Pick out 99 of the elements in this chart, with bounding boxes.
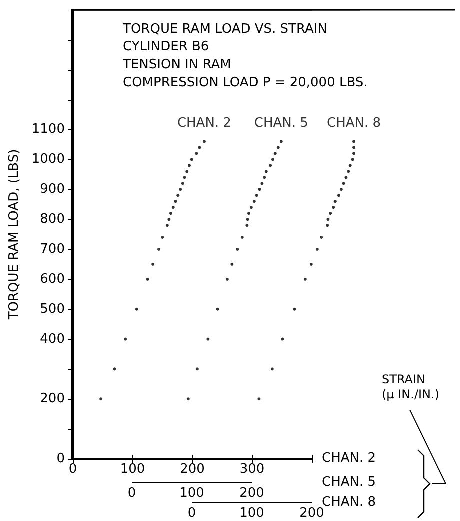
- point: [188, 164, 192, 168]
- point: [179, 188, 182, 192]
- point: [183, 176, 186, 180]
- x-axis-title: CHAN. 5: [322, 475, 376, 490]
- point: [269, 164, 272, 168]
- point: [135, 308, 138, 311]
- point: [258, 398, 261, 401]
- point: [255, 194, 258, 198]
- point: [230, 262, 234, 266]
- point: [258, 188, 262, 192]
- point: [332, 206, 336, 210]
- point: [198, 146, 202, 150]
- point: [326, 224, 330, 228]
- point: [246, 218, 250, 222]
- point: [342, 182, 346, 186]
- point: [344, 176, 348, 180]
- point: [246, 224, 249, 228]
- text: CYLINDER B6 TENSION IN RAM COMPRESSION LOAD P = 20,000 LBS.: [122, 40, 368, 90]
- point: [347, 170, 350, 174]
- x-tick-label: 100: [180, 486, 204, 501]
- x-tick-label: 100: [240, 506, 264, 521]
- point: [202, 140, 206, 144]
- point: [124, 338, 128, 341]
- y-tick-label: 800: [40, 212, 65, 228]
- point: [293, 308, 296, 311]
- point: [196, 368, 199, 371]
- point: [174, 200, 178, 204]
- point: [146, 278, 150, 281]
- y-tick-label: 900: [40, 182, 65, 198]
- x-tick-label: 200: [240, 486, 264, 501]
- point: [338, 194, 340, 198]
- x-axis-title: CHAN. 8: [322, 495, 376, 510]
- point: [168, 218, 171, 222]
- point: [340, 188, 343, 192]
- x-tick-label: 300: [240, 462, 265, 477]
- point: [152, 262, 155, 266]
- point: [195, 152, 198, 156]
- x-tick-label: 200: [300, 506, 324, 521]
- y-tick-label: 500: [40, 302, 65, 317]
- x-tick-label: 200: [180, 462, 205, 477]
- x-tick-label: 0: [128, 486, 136, 501]
- point: [169, 212, 172, 216]
- point: [310, 262, 313, 266]
- point: [263, 176, 266, 180]
- point: [280, 140, 283, 144]
- point: [226, 278, 229, 281]
- point: [113, 368, 116, 371]
- point: [186, 398, 190, 401]
- point: [158, 248, 161, 251]
- x-tick-label: 100: [120, 462, 146, 477]
- point: [276, 146, 280, 150]
- point: [352, 152, 356, 156]
- point: [264, 170, 268, 174]
- point: [281, 338, 284, 341]
- point: [260, 182, 264, 186]
- y-tick-label: 1000: [32, 152, 65, 168]
- point: [181, 182, 184, 186]
- text: TORQUE RAM LOAD VS. STRAIN: [122, 22, 328, 37]
- point: [352, 140, 356, 144]
- y-tick-label: 700: [40, 242, 65, 257]
- y-tick-label: 400: [40, 332, 65, 347]
- point: [270, 368, 274, 371]
- point: [172, 206, 175, 210]
- point: [166, 224, 169, 228]
- series-label: CHAN. 8: [326, 116, 382, 132]
- y-axis-title: TORQUE RAM LOAD, (LBS): [7, 149, 22, 321]
- x-axis-title: CHAN. 2: [322, 451, 376, 466]
- point: [326, 218, 330, 222]
- point: [250, 206, 253, 210]
- point: [334, 200, 337, 204]
- y-tick-label: 200: [40, 392, 65, 407]
- point: [216, 308, 220, 311]
- y-tick-label: 0: [56, 452, 65, 466]
- point: [348, 164, 352, 168]
- point: [252, 200, 256, 204]
- point: [240, 236, 244, 239]
- point: [100, 398, 103, 401]
- point: [206, 338, 210, 341]
- point: [248, 212, 250, 216]
- x-tick-label: 0: [188, 506, 196, 521]
- point: [190, 158, 194, 162]
- point: [304, 278, 307, 281]
- point: [161, 236, 164, 239]
- point: [351, 158, 354, 162]
- point: [316, 248, 319, 251]
- point: [186, 170, 189, 174]
- series-label: CHAN. 5: [254, 116, 308, 132]
- y-tick-label: 600: [40, 272, 65, 287]
- point: [272, 158, 274, 162]
- point: [176, 194, 180, 198]
- point: [329, 212, 332, 216]
- text: STRAIN (μ IN./IN.): [382, 372, 440, 402]
- point: [236, 248, 240, 251]
- point: [320, 236, 324, 239]
- series-label: CHAN. 2: [177, 116, 232, 132]
- y-tick-label: 1100: [32, 122, 65, 138]
- point: [352, 146, 356, 150]
- point: [274, 152, 277, 156]
- x-tick-label: 0: [68, 462, 78, 477]
